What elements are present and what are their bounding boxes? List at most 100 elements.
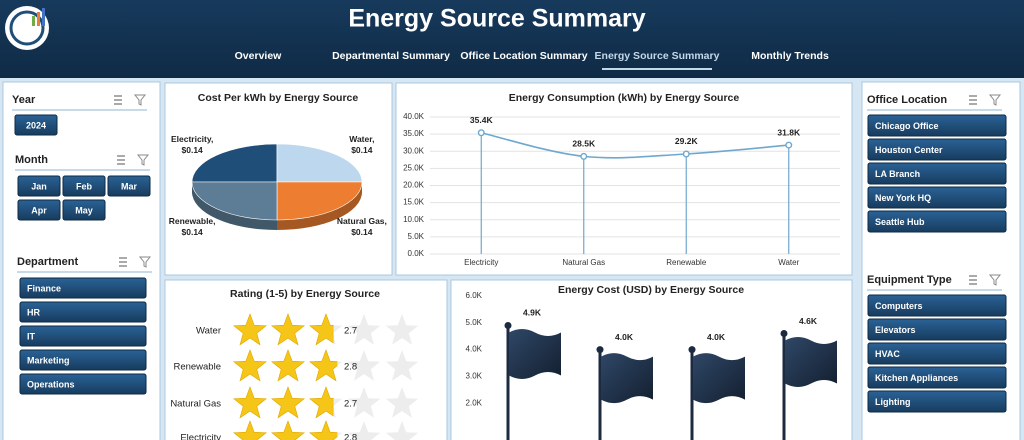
slicer-item: Houston Center <box>875 145 943 155</box>
flag-knob <box>688 346 696 354</box>
slicer-button[interactable] <box>107 175 151 197</box>
y-tick-label: 35.0K <box>403 129 425 138</box>
slicer-button[interactable] <box>867 210 1007 233</box>
data-label: Natural Gas, $0.14 <box>337 216 387 237</box>
star <box>309 420 338 440</box>
slicer-button[interactable] <box>867 186 1007 209</box>
logo-ring <box>9 10 45 46</box>
y-tick-label: 5.0K <box>408 232 425 241</box>
slicer-title: Equipment Type <box>867 274 952 286</box>
y-tick-label: 2.0K <box>466 398 483 407</box>
slicer-button[interactable] <box>19 325 147 347</box>
data-label: 2.8 <box>344 362 357 373</box>
data-label: 29.2K <box>675 136 699 146</box>
star-empty <box>347 421 381 440</box>
slicer-item: Operations <box>27 379 75 389</box>
filter-icon <box>988 94 1002 106</box>
flag-pole <box>782 333 786 440</box>
point <box>682 150 690 158</box>
slicer-button[interactable] <box>62 175 106 197</box>
header-bar <box>0 0 1024 78</box>
slicer-button[interactable] <box>867 138 1007 161</box>
y-tick-label: 0.0K <box>408 249 425 258</box>
nav-tab[interactable]: Monthly Trends <box>751 50 829 62</box>
filter-icon <box>988 274 1002 286</box>
filter-icon <box>133 94 147 106</box>
slicer-item: IT <box>27 331 36 341</box>
slicer-item: Kitchen Appliances <box>875 373 958 383</box>
rating-stars <box>233 420 338 440</box>
slicer-button[interactable] <box>17 199 61 221</box>
y-tick-label: 25.0K <box>403 163 425 172</box>
pie-slice <box>191 143 278 183</box>
filter-icon <box>138 256 152 268</box>
nav-tab[interactable]: Overview <box>235 50 283 62</box>
y-tick-label: 10.0K <box>403 215 425 224</box>
nav-tab[interactable]: Departmental Summary <box>332 50 450 62</box>
data-label: Electricity, $0.14 <box>171 134 213 155</box>
slicer-button[interactable] <box>19 301 147 323</box>
slicer-button[interactable] <box>14 114 58 136</box>
slicer-button[interactable] <box>19 277 147 299</box>
slicer-item: Apr <box>31 205 47 215</box>
flag-pole <box>598 349 602 440</box>
point <box>785 141 793 149</box>
slicer-button[interactable] <box>867 318 1007 341</box>
y-tick-label: 3.0K <box>466 372 483 381</box>
star <box>309 349 338 382</box>
data-label: 28.5K <box>572 139 596 149</box>
data-label: 4.0K <box>615 332 634 342</box>
data-label: 2.7 <box>344 399 357 410</box>
star <box>271 420 305 440</box>
y-tick-label: 20.0K <box>403 181 425 190</box>
flag <box>693 353 745 404</box>
star <box>309 386 334 419</box>
star-empty <box>385 314 419 345</box>
slicer-title: Month <box>15 154 48 166</box>
slicer-item: HR <box>27 307 40 317</box>
slicer-item: May <box>75 205 93 215</box>
slicer-button[interactable] <box>19 373 147 395</box>
slicer-item: Lighting <box>875 397 911 407</box>
flag <box>509 328 561 379</box>
slicer-button[interactable] <box>17 175 61 197</box>
slicer-button[interactable] <box>867 390 1007 413</box>
slicer-button[interactable] <box>19 349 147 371</box>
data-label: 4.6K <box>799 316 818 326</box>
star <box>233 420 267 440</box>
star-empty <box>385 387 419 418</box>
slicer-item: 2024 <box>26 120 46 130</box>
slicer-title: Year <box>12 94 36 106</box>
x-tick-label: Electricity <box>464 258 498 267</box>
x-tick-label: Natural Gas <box>562 258 605 267</box>
chart-title: Cost Per kWh by Energy Source <box>198 92 359 104</box>
slicer-item: Jan <box>31 181 47 191</box>
pie-slice <box>191 181 278 221</box>
nav-tab[interactable]: Energy Source Summary <box>595 50 720 62</box>
data-label: 35.4K <box>470 115 494 125</box>
star <box>233 313 267 346</box>
data-label: 2.8 <box>344 433 357 440</box>
slicer-item: Computers <box>875 301 923 311</box>
data-label: 2.7 <box>344 326 357 337</box>
nav-tab[interactable]: Office Location Summary <box>460 50 587 62</box>
slicer-item: New York HQ <box>875 193 931 203</box>
slicer-button[interactable] <box>62 199 106 221</box>
data-label: Water, $0.14 <box>349 134 374 155</box>
slicer-title: Office Location <box>867 94 947 106</box>
slicer-button[interactable] <box>867 342 1007 365</box>
pie-slice <box>276 143 363 183</box>
rating-stars <box>233 386 334 419</box>
slicer-button[interactable] <box>867 162 1007 185</box>
y-tick-label: 4.0K <box>466 345 483 354</box>
star <box>233 349 267 382</box>
flag-pole <box>690 349 694 440</box>
slicer-item: HVAC <box>875 349 900 359</box>
y-tick-label: 6.0K <box>466 291 483 300</box>
slicer-button[interactable] <box>867 294 1007 317</box>
page-title: Energy Source Summary <box>348 5 645 33</box>
slicer-button[interactable] <box>867 366 1007 389</box>
slicer-item: Seattle Hub <box>875 217 925 227</box>
slicer-button[interactable] <box>867 114 1007 137</box>
